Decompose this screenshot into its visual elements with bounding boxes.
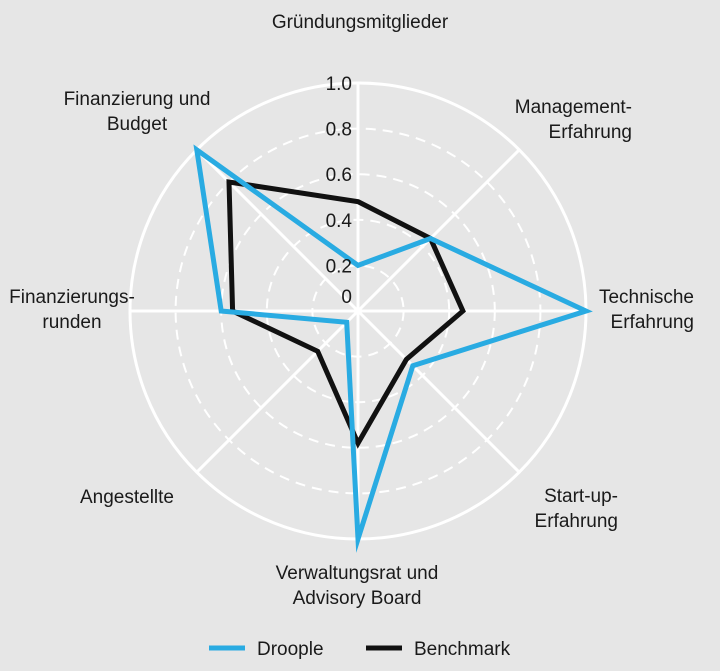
series-benchmark-polygon xyxy=(226,179,466,449)
axis-label-1: Gründungsmitglieder xyxy=(272,12,449,33)
tick-label: 1.0 xyxy=(326,74,352,95)
series-layer xyxy=(193,144,593,553)
tick-label: 0.4 xyxy=(326,211,353,232)
legend-label-benchmark: Benchmark xyxy=(414,639,511,660)
spoke-2 xyxy=(356,148,521,313)
tick-label: 0 xyxy=(341,287,352,308)
tick-label: 0.2 xyxy=(326,256,352,277)
spoke-4 xyxy=(356,309,521,474)
tick-label: 0.6 xyxy=(326,165,352,186)
axis-label-4: Start-up-Erfahrung xyxy=(535,486,618,532)
axis-labels: Gründungsmitglieder Management-Erfahrung T… xyxy=(9,12,694,609)
tick-labels: 0 0.2 0.4 0.6 0.8 1.0 xyxy=(326,74,353,308)
axis-label-8: Finanzierung und Budget xyxy=(64,89,211,135)
tick-label: 0.8 xyxy=(326,120,352,141)
axis-label-2: Management-Erfahrung xyxy=(515,97,632,143)
spoke-6 xyxy=(195,309,360,474)
axis-label-6: Angestellte xyxy=(80,487,174,508)
spoke-8 xyxy=(195,148,360,313)
series-droople-polygon xyxy=(193,144,593,553)
axis-label-7: Finanzierungs-runden xyxy=(9,287,135,333)
axis-label-5: Verwaltungsrat und Advisory Board xyxy=(276,563,439,609)
axis-label-3: Technische Erfahrung xyxy=(599,287,694,333)
legend: Droople Benchmark xyxy=(209,639,511,660)
legend-label-droople: Droople xyxy=(257,639,324,660)
